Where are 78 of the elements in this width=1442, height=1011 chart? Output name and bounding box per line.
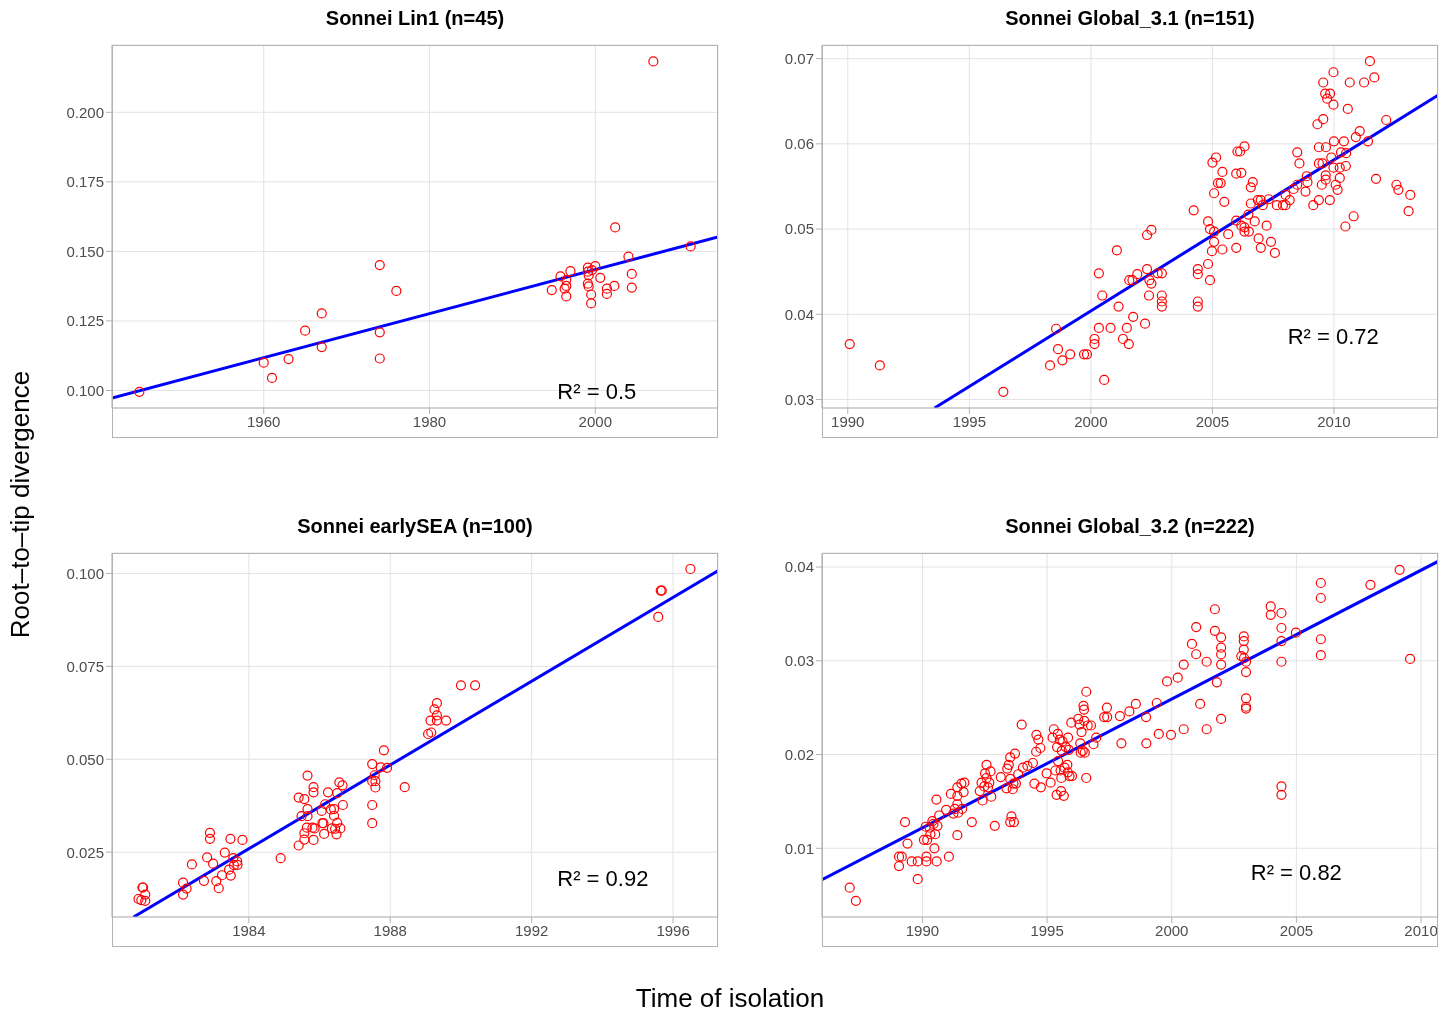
y-tick-label: 0.150 xyxy=(66,242,104,260)
x-tick-label: 1984 xyxy=(232,921,266,939)
chart-title: Sonnei Global_3.2 (n=222) xyxy=(1004,515,1256,538)
annotation: R² = 0.92 xyxy=(556,865,650,892)
y-tick-label: 0.06 xyxy=(784,135,814,153)
point xyxy=(586,289,597,300)
x-tick-label: 1960 xyxy=(247,412,281,430)
x-tick-label: 1995 xyxy=(952,412,986,430)
point xyxy=(601,283,613,294)
chart-title: Sonnei earlySEA (n=100) xyxy=(296,515,534,538)
point xyxy=(546,284,557,296)
y-tick-label: 0.200 xyxy=(66,103,104,121)
x-tick-label: 2000 xyxy=(578,412,612,430)
x-tick-label: 1996 xyxy=(656,921,690,939)
y-axis-title: Root–to–tip divergence xyxy=(4,369,36,641)
y-tick-label: 0.04 xyxy=(784,305,814,323)
point xyxy=(595,272,606,283)
annotation: R² = 0.5 xyxy=(556,378,638,405)
y-tick-label: 0.04 xyxy=(784,558,814,576)
chart-title: Sonnei Global_3.1 (n=151) xyxy=(1004,7,1256,30)
y-tick-label: 0.03 xyxy=(784,390,814,408)
y-tick-label: 0.01 xyxy=(784,839,814,857)
x-tick-label: 2000 xyxy=(1074,412,1108,430)
x-tick-label: 1990 xyxy=(831,412,865,430)
point xyxy=(685,241,696,252)
point xyxy=(626,282,637,293)
annotation: R² = 0.82 xyxy=(1249,860,1343,887)
x-tick-label: 2010 xyxy=(1317,412,1351,430)
y-tick-label: 0.03 xyxy=(784,652,814,670)
point xyxy=(583,270,594,281)
point xyxy=(582,262,593,273)
y-tick-label: 0.02 xyxy=(784,745,814,763)
point xyxy=(586,298,597,309)
point xyxy=(283,353,294,365)
point xyxy=(565,266,576,277)
y-tick-label: 0.07 xyxy=(784,49,814,67)
x-tick-label: 1990 xyxy=(905,921,940,939)
x-tick-label: 1980 xyxy=(412,412,447,430)
point xyxy=(590,261,601,272)
x-tick-label: 1992 xyxy=(514,921,549,939)
y-tick-label: 0.025 xyxy=(66,843,104,861)
point xyxy=(601,288,613,300)
x-axis-title: Time of isolation xyxy=(634,983,826,1011)
x-tick-label: 2000 xyxy=(1155,921,1189,939)
y-tick-label: 0.050 xyxy=(66,750,104,768)
point xyxy=(626,268,637,280)
point xyxy=(610,222,621,233)
point xyxy=(374,327,385,338)
annotation: R² = 0.72 xyxy=(1286,323,1380,350)
x-tick-label: 2005 xyxy=(1279,921,1314,939)
point xyxy=(374,353,385,364)
y-tick-label: 0.175 xyxy=(66,173,104,191)
point xyxy=(561,291,572,302)
point xyxy=(623,251,634,262)
x-tick-label: 1988 xyxy=(373,921,407,939)
point xyxy=(300,325,311,336)
point xyxy=(586,264,598,276)
point xyxy=(374,259,385,271)
point xyxy=(316,341,327,353)
y-tick-label: 0.05 xyxy=(784,220,814,238)
x-tick-label: 2005 xyxy=(1195,412,1230,430)
point xyxy=(258,357,269,368)
y-tick-label: 0.100 xyxy=(66,381,104,399)
x-tick-label: 2010 xyxy=(1404,921,1438,939)
point xyxy=(582,266,593,277)
point xyxy=(561,274,572,286)
point xyxy=(555,271,566,282)
point xyxy=(266,372,278,384)
y-tick-label: 0.075 xyxy=(66,657,104,675)
y-tick-label: 0.125 xyxy=(66,312,104,330)
point xyxy=(316,308,327,319)
point xyxy=(391,285,402,296)
point xyxy=(609,280,620,291)
x-tick-label: 1995 xyxy=(1030,921,1064,939)
y-tick-label: 0.100 xyxy=(66,564,104,582)
point xyxy=(134,386,145,397)
point xyxy=(648,56,659,67)
chart-title: Sonnei Lin1 (n=45) xyxy=(324,7,506,30)
